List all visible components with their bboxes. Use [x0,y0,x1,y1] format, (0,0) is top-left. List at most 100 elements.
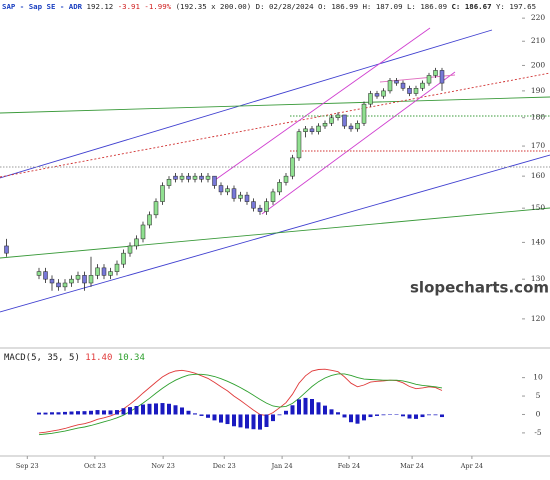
histogram-bar [219,414,223,423]
candle-body [153,201,159,216]
candle-body [179,175,185,180]
candle-body [43,271,48,280]
histogram-bar [95,410,100,415]
candle-body [426,75,432,84]
histogram-bar [316,402,321,415]
x-tick-label: Mar 24 [400,462,424,470]
candle-body [387,80,393,92]
x-tick-label: Feb 24 [338,462,361,470]
candle-body [231,188,237,199]
trend-line [0,72,550,178]
candle-body [244,194,250,202]
candle-body [108,271,113,276]
candle-body [303,128,308,132]
histogram-bar [407,414,412,419]
x-tick-label: Nov 23 [151,462,175,470]
histogram-bar [180,407,184,415]
candle-body [290,157,295,177]
candle-body [49,278,55,284]
y-tick-label: 160 [531,171,546,180]
y-tick-label: 120 [531,314,546,323]
histogram-bar [134,406,139,415]
histogram-bar [37,412,41,415]
candle-body [69,278,74,284]
candle-body [400,82,406,89]
candle-body [361,103,367,124]
y-tick-label: 180 [531,113,546,122]
trend-line [0,29,493,179]
histogram-bar [258,414,262,430]
y-tick-label: 190 [531,86,546,95]
histogram-bar [102,410,106,415]
candle-body [270,191,276,202]
histogram-bar [115,410,119,415]
candle-body [277,182,282,193]
histogram-bar [433,414,438,416]
candle-body [381,90,386,97]
candle-body [394,80,399,84]
candle-body [374,93,380,97]
histogram-bar [277,414,282,416]
histogram-bar [349,414,353,423]
histogram-bar [43,412,48,415]
histogram-bar [173,405,178,415]
candle-body [342,114,347,127]
candle-body [413,88,419,94]
histogram-bar [167,403,171,415]
candle-body [316,125,321,132]
candle-body [225,188,230,193]
candle-body [205,175,211,180]
histogram-bar [427,414,431,416]
watermark: slopecharts.com [410,279,549,297]
histogram-bar [89,410,93,415]
channel-line [214,27,431,181]
histogram-bar [186,410,191,415]
candle-body [140,224,146,240]
ohl: O: 186.99 H: 187.09 L: 186.09 [318,2,447,11]
histogram-bar [82,411,87,415]
candle-body [114,263,120,272]
quote: (192.35 x 200.00) [176,2,252,11]
y-tick-label: 210 [531,36,546,45]
histogram-bar [212,414,217,421]
candle-body [192,175,198,180]
x-tick-label: Apr 24 [460,462,483,470]
candle-body [4,245,9,254]
x-tick-label: Dec 23 [213,462,236,470]
candle-body [296,131,302,159]
histogram-bar [63,411,67,415]
histogram-bar [420,414,425,418]
indicator-line [38,373,443,436]
candle-body [433,70,438,76]
histogram-bar [128,407,132,415]
trend-line [0,207,550,259]
histogram-bar [323,405,327,415]
candle-body [309,128,315,132]
x-tick-label: Sep 23 [16,462,39,470]
candle-body [173,175,178,180]
trend-line [0,154,550,313]
change-pct: -1.99% [144,2,171,11]
candle-body [238,194,243,199]
candle-body [218,185,224,193]
candle-body [439,70,445,84]
x-tick-label: Jan 24 [271,462,293,470]
candle-body [127,245,133,254]
histogram-bar [50,412,54,415]
macd-value: 11.40 [85,353,112,363]
histogram-bar [329,409,334,415]
candle-body [335,114,341,118]
candle-body [264,201,269,212]
histogram-bar [56,412,61,415]
header: SAP - Sap SE - ADR 192.12 -3.91 -1.99% (… [2,2,536,11]
candle-body [101,267,107,276]
histogram-bar [121,408,126,415]
histogram-bar [199,414,204,416]
channel-line [261,71,456,215]
histogram-bar [388,414,392,415]
indicator-line [38,368,443,434]
histogram-bar [69,411,74,415]
histogram-bar [245,414,249,429]
candle-body [199,175,204,180]
